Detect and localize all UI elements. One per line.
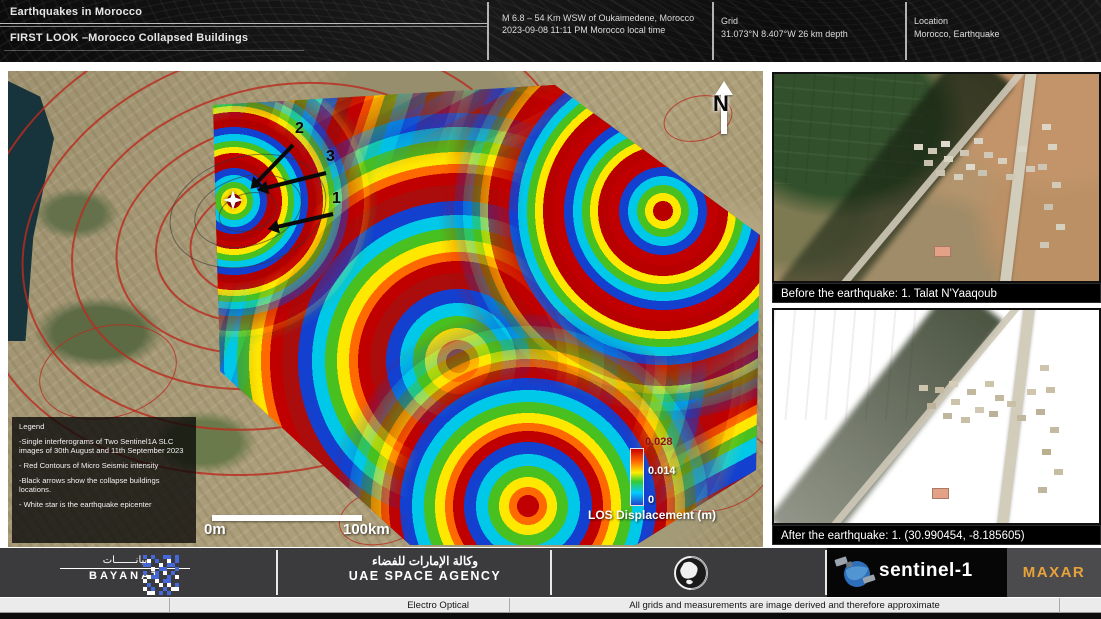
sentinel1-satellite-icon — [834, 556, 876, 587]
subtitle-underline — [4, 50, 304, 51]
large-building — [934, 246, 951, 257]
bayanat-label: BAYANAT — [60, 568, 190, 582]
uae-arabic-label: وكالة الإمارات للفضاء — [371, 554, 478, 568]
scale-bar — [212, 515, 362, 521]
north-label: N — [713, 91, 729, 116]
marker-label-2: 2 — [295, 120, 304, 137]
event-description: M 6.8 – 54 Km WSW of Oukaimedene, Morocc… — [502, 13, 695, 35]
report-subtitle: FIRST LOOK –Morocco Collapsed Buildings — [10, 32, 249, 44]
bayanat-qr-icon — [143, 555, 179, 595]
header-event-section: M 6.8 – 54 Km WSW of Oukaimedene, Morocc… — [494, 0, 710, 62]
roadside-buildings — [1040, 365, 1049, 371]
header-vertical-divider — [712, 2, 714, 60]
strip-sensor-cell: Electro Optical — [170, 598, 510, 614]
colorbar-title: LOS Displacement (m) — [588, 508, 717, 522]
strip-disclaimer-cell: All grids and measurements are image der… — [510, 598, 1060, 614]
uae-space-agency-logo: وكالة الإمارات للفضاء UAE SPACE AGENCY — [330, 554, 520, 583]
north-arrow-icon: N — [708, 81, 740, 143]
bottom-info-strip: Electro Optical All grids and measuremen… — [0, 597, 1101, 614]
roadside-buildings — [1042, 124, 1051, 130]
sentinel1-panel: sentinel-1 — [827, 548, 1007, 597]
sentinel1-label: sentinel-1 — [879, 560, 973, 581]
before-earthquake-image — [772, 72, 1101, 283]
bayanat-arabic-label: بيانـــــــات — [102, 555, 148, 566]
strip-empty-cell — [1060, 598, 1101, 614]
footer-divider — [276, 550, 278, 595]
header-bar: Earthquakes in Morocco FIRST LOOK –Moroc… — [0, 0, 1101, 62]
maxar-panel: MAXAR — [1007, 548, 1101, 597]
after-caption: After the earthquake: 1. (30.990454, -8.… — [772, 525, 1101, 545]
header-divider-line — [0, 23, 487, 27]
location-value: Morocco, Earthquake — [914, 29, 1000, 39]
after-earthquake-image — [772, 308, 1101, 525]
globe-icon — [674, 556, 708, 590]
building-cluster — [919, 385, 928, 391]
los-displacement-colorbar — [630, 448, 644, 506]
report-title: Earthquakes in Morocco — [10, 6, 143, 18]
interferogram-map: 2 3 1 N Legend -Single interferograms of… — [8, 71, 763, 547]
strip-empty-cell — [0, 598, 170, 614]
colorbar-min-label: 0 — [648, 494, 655, 506]
maxar-label: MAXAR — [1022, 564, 1086, 581]
uae-english-label: UAE SPACE AGENCY — [348, 569, 502, 583]
legend-line: -Black arrows show the collapse building… — [19, 476, 160, 494]
legend-box: Legend -Single interferograms of Two Sen… — [12, 417, 196, 543]
north-arrow-head — [715, 81, 733, 95]
north-arrow-shaft — [721, 94, 727, 134]
before-caption: Before the earthquake: 1. Talat N'Yaaqou… — [772, 283, 1101, 303]
building-cluster — [914, 144, 923, 150]
legend-line: - Red Contours of Micro Seismic intensit… — [19, 461, 159, 470]
header-location-section: Location Morocco, Earthquake — [906, 0, 1101, 62]
footer-divider — [550, 550, 552, 595]
main-road — [996, 74, 1039, 281]
header-vertical-divider — [905, 2, 907, 60]
header-vertical-divider — [487, 2, 489, 60]
marker-label-1: 1 — [332, 190, 341, 207]
marker-label-3: 3 — [326, 148, 335, 165]
colorbar-max-label: 0.028 — [645, 436, 673, 448]
epicenter-star-icon — [223, 190, 243, 210]
bayanat-logo: بيانـــــــات BAYANAT — [60, 555, 190, 582]
footer-divider — [825, 550, 827, 595]
colorbar-mid-label: 0.014 — [648, 465, 676, 477]
location-label: Location — [914, 16, 949, 26]
bottom-border — [0, 613, 1101, 619]
legend-title: Legend — [19, 422, 45, 431]
main-road — [994, 310, 1037, 523]
header-title-section: Earthquakes in Morocco FIRST LOOK –Moroc… — [0, 0, 487, 62]
legend-line: - White star is the earthquake epicenter — [19, 500, 152, 509]
large-building — [932, 488, 949, 499]
scale-max-label: 100km — [343, 521, 390, 538]
scale-min-label: 0m — [204, 521, 226, 538]
grid-value: 31.073°N 8.407°W 26 km depth — [721, 29, 848, 39]
grid-label: Grid — [721, 16, 739, 26]
legend-line: -Single interferograms of Two Sentinel1A… — [19, 437, 184, 455]
header-grid-section: Grid 31.073°N 8.407°W 26 km depth — [713, 0, 903, 62]
